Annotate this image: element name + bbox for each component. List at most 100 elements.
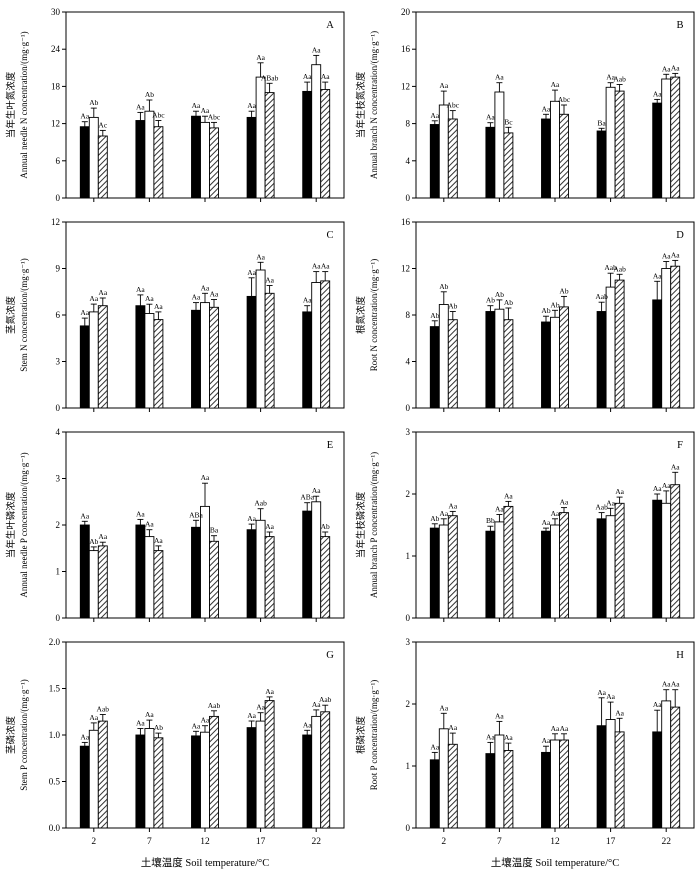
x-axis — [443, 198, 667, 202]
y-axis-title: 茎磷浓度 Stem P concentration/(mg·g⁻¹) — [5, 679, 29, 791]
sig-letter: Aa — [504, 733, 513, 742]
bar — [605, 286, 616, 409]
y-tick-label: 30 — [51, 7, 61, 17]
bar — [485, 126, 496, 199]
bar — [191, 115, 201, 199]
panel-letter: B — [676, 20, 683, 31]
sig-letter: Aa — [495, 73, 504, 82]
y-tick-label: 2 — [406, 489, 411, 499]
x-axis-title: 土壤温度 Soil temperature/°C — [491, 856, 619, 869]
sig-letter: Abc — [558, 95, 571, 104]
y-tick-label: 4 — [406, 357, 411, 367]
sig-letter: Aab — [208, 701, 221, 710]
sig-letter: ABa — [300, 493, 314, 502]
y-tick-label: 1 — [406, 551, 411, 561]
y-tick-label: 1 — [406, 761, 411, 771]
sig-letter: Aa — [653, 484, 662, 493]
bar — [670, 706, 681, 829]
sig-letter: Aa — [201, 473, 210, 482]
sig-letter: ABa — [189, 510, 203, 519]
bar — [200, 731, 210, 829]
bar — [438, 728, 449, 829]
sig-letter: Ab — [154, 723, 163, 732]
bar — [320, 711, 331, 829]
y-axis-title-en: Root P concentration/(mg·g⁻¹) — [369, 680, 379, 791]
bars — [79, 64, 331, 199]
y-axis-title-cn: 当年生枝磷浓度 — [355, 491, 367, 558]
bar — [494, 521, 505, 619]
bar — [144, 313, 155, 409]
bar — [485, 753, 496, 829]
sig-letter: Aa — [201, 716, 210, 725]
x-tick-label: 2 — [441, 837, 446, 847]
sig-letter: Aa — [321, 262, 330, 271]
y-tick-label: 2.0 — [49, 637, 61, 647]
y-axis-title: 根磷浓度 Root P concentration/(mg·g⁻¹) — [355, 680, 379, 791]
y-tick-label: 12 — [51, 119, 60, 129]
sig-letter: Ab — [430, 311, 439, 320]
bar — [438, 524, 449, 619]
bar — [494, 308, 505, 409]
sig-letter: Aa — [247, 101, 256, 110]
y-axis: 0 4 8 12 16 — [401, 217, 416, 413]
bar — [447, 743, 458, 829]
sig-letter: Aa — [495, 505, 504, 514]
y-axis-title: 当年生枝磷浓度 Annual branch P concentration/(mg… — [355, 452, 379, 598]
y-axis: 0 1 2 3 — [406, 427, 416, 623]
sig-letter: Aa — [615, 487, 624, 496]
y-tick-label: 16 — [401, 217, 411, 227]
sig-letter: Aa — [247, 268, 256, 277]
bar — [79, 524, 90, 619]
bar — [596, 130, 607, 199]
sig-letter: Aa — [439, 703, 448, 712]
bar — [429, 527, 440, 619]
sig-letter: Ab — [550, 300, 559, 309]
bar — [550, 524, 560, 619]
bar — [494, 91, 505, 199]
sig-letter: Ab — [495, 290, 504, 299]
panel-letter: D — [676, 230, 684, 241]
bar — [661, 268, 672, 409]
sig-letter: Aa — [136, 509, 145, 518]
y-axis-title-cn: 茎氮浓度 — [5, 296, 17, 335]
sig-letter: Aa — [98, 532, 107, 541]
sig-letter: Aa — [80, 308, 89, 317]
sig-letter: Aa — [303, 720, 312, 729]
sig-letter: Ab — [430, 514, 439, 523]
bar — [255, 720, 266, 829]
y-tick-label: 1 — [56, 567, 61, 577]
bar — [135, 305, 146, 409]
sig-letter: Aa — [662, 680, 671, 689]
sig-letter: Aa — [265, 276, 274, 285]
sig-letter: Aa — [615, 708, 624, 717]
bar — [246, 529, 257, 619]
sig-letter: Aa — [80, 112, 89, 121]
sig-letter: Aa — [560, 724, 569, 733]
y-tick-label: 0.5 — [49, 777, 61, 787]
y-tick-label: 12 — [401, 81, 410, 91]
y-tick-label: 4 — [56, 427, 61, 437]
y-tick-label: 0 — [56, 403, 61, 413]
bar — [503, 319, 514, 409]
y-tick-label: 24 — [51, 44, 61, 54]
bar — [255, 76, 266, 199]
x-tick-label: 7 — [497, 837, 502, 847]
sig-letter: Aa — [671, 680, 680, 689]
sig-letter: Aa — [80, 732, 89, 741]
y-tick-label: 2 — [406, 699, 411, 709]
sig-letter: Aa — [448, 723, 457, 732]
x-tick-label: 22 — [311, 837, 321, 847]
bar — [429, 124, 440, 199]
bar — [246, 116, 257, 199]
sig-letter: Aa — [671, 250, 680, 259]
panel-letter: A — [326, 20, 334, 31]
bar — [559, 306, 569, 409]
bar — [614, 502, 625, 619]
x-axis — [93, 618, 317, 622]
y-axis-title-cn: 茎磷浓度 — [5, 716, 17, 755]
sig-letter: Aa — [145, 520, 154, 529]
bar — [264, 92, 275, 199]
